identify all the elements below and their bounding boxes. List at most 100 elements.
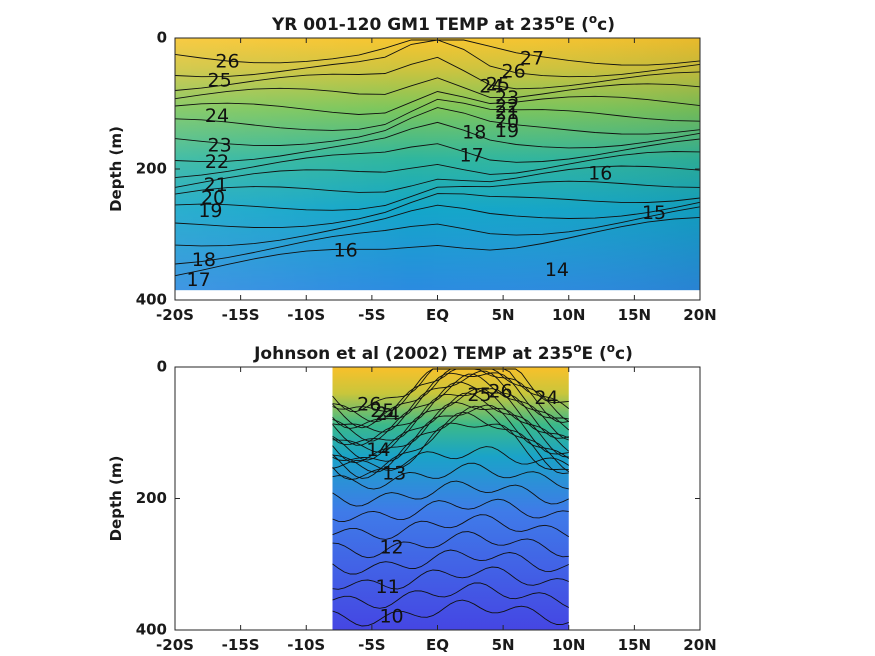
y-axis-label: Depth (m) <box>107 456 125 542</box>
temperature-field <box>332 367 569 630</box>
y-tick-label: 0 <box>157 29 167 47</box>
x-tick-label: 15N <box>618 636 651 654</box>
contour-line <box>174 107 701 146</box>
contour-line <box>332 480 569 507</box>
y-tick-label: 0 <box>157 358 167 376</box>
contour-label: 16 <box>588 163 612 185</box>
x-tick-label: -15S <box>222 306 260 324</box>
contour-label: 27 <box>520 47 544 69</box>
chart-title: Johnson et al (2002) TEMP at 235oE (oc) <box>253 341 633 364</box>
y-tick-label: 200 <box>136 489 167 507</box>
contour-label: 17 <box>460 144 484 166</box>
contour-line <box>174 121 701 163</box>
contour-label: 24 <box>376 403 400 425</box>
chart-title: YR 001-120 GM1 TEMP at 235oE (oc) <box>271 12 615 35</box>
contour-line <box>174 201 701 247</box>
x-tick-label: 5N <box>492 636 515 654</box>
x-tick-label: EQ <box>426 636 449 654</box>
x-tick-label: -20S <box>156 306 194 324</box>
contour-line <box>332 404 570 462</box>
x-tick-label: -20S <box>156 636 194 654</box>
contour-line <box>174 77 701 100</box>
contour-label: 12 <box>379 536 403 558</box>
x-tick-label: 5N <box>492 306 515 324</box>
contour-label: 20 <box>495 110 519 132</box>
x-tick-label: 10N <box>552 306 585 324</box>
contour-label: 13 <box>382 463 406 485</box>
contour-label: 25 <box>370 400 394 422</box>
contour-label: 22 <box>205 151 229 173</box>
contour-line <box>332 387 570 453</box>
contour-label: 21 <box>204 174 228 196</box>
contour-label: 10 <box>379 605 403 627</box>
contour-line <box>332 549 569 575</box>
contour-line <box>332 401 569 464</box>
contour-label: 26 <box>488 380 512 402</box>
top-panel: 2625242322212019181716272625242322212019… <box>107 12 717 324</box>
contour-label: 11 <box>376 576 400 598</box>
x-tick-label: 10N <box>552 636 585 654</box>
contour-line <box>332 462 569 490</box>
contour-label: 15 <box>642 202 666 224</box>
contour-line <box>174 138 701 179</box>
contour-line <box>174 98 701 131</box>
contour-label: 25 <box>486 74 510 96</box>
contour-label: 19 <box>495 120 519 142</box>
y-tick-label: 400 <box>136 621 167 639</box>
x-axis-ticks: -20S -15S -10S -5S EQ 5N 10N 15N 20N <box>156 367 717 654</box>
x-tick-label: -10S <box>287 636 325 654</box>
contour-line <box>332 582 570 609</box>
contour-label: 14 <box>545 259 569 281</box>
contour-label: 20 <box>201 187 225 209</box>
contour-label: 26 <box>215 51 239 73</box>
contour-line <box>174 193 701 229</box>
contour-line <box>332 370 570 433</box>
contour-label: 18 <box>192 249 216 271</box>
contour-label: 16 <box>334 239 358 261</box>
contour-line <box>174 165 701 195</box>
contour-label: 23 <box>208 135 232 157</box>
contour-label: 18 <box>462 121 486 143</box>
contour-line <box>332 599 569 627</box>
contour-line <box>332 422 569 481</box>
contour-line <box>174 151 701 188</box>
contour-label: 24 <box>205 105 229 127</box>
y-axis-ticks: 0 200 400 <box>136 29 700 309</box>
contour-line <box>332 381 569 446</box>
x-tick-label: 20N <box>683 306 716 324</box>
y-axis-label: Depth (m) <box>107 126 125 212</box>
x-axis-ticks: -20S -15S -10S -5S EQ 5N 10N 15N 20N <box>156 38 717 324</box>
contour-line <box>332 373 569 442</box>
contour-line <box>332 368 570 423</box>
y-tick-label: 400 <box>136 291 167 309</box>
contour-line <box>332 446 570 471</box>
contour-label: 23 <box>495 87 519 109</box>
contour-line <box>174 56 701 91</box>
y-axis-ticks: 0 200 400 <box>136 358 700 639</box>
contour-line <box>174 206 701 265</box>
contour-line <box>174 180 701 211</box>
x-tick-label: -15S <box>222 636 260 654</box>
contour-label: 26 <box>502 61 526 83</box>
contour-line <box>332 411 569 479</box>
x-tick-label: EQ <box>426 306 449 324</box>
contour-label: 19 <box>198 200 222 222</box>
contour-line <box>332 514 570 540</box>
contour-line <box>332 388 569 446</box>
contour-label: 21 <box>495 102 519 124</box>
contour-label: 24 <box>479 76 503 98</box>
contour-label: 25 <box>208 70 232 92</box>
contour-lines <box>174 39 701 277</box>
x-tick-label: -5S <box>358 306 385 324</box>
x-tick-label: 20N <box>683 636 716 654</box>
contour-line <box>332 368 569 429</box>
contour-line <box>174 91 701 115</box>
contour-line <box>332 531 569 559</box>
contour-line <box>332 498 569 522</box>
contour-label: 25 <box>467 384 491 406</box>
x-tick-label: -5S <box>358 636 385 654</box>
x-tick-label: -10S <box>287 306 325 324</box>
contour-label: 17 <box>187 269 211 291</box>
